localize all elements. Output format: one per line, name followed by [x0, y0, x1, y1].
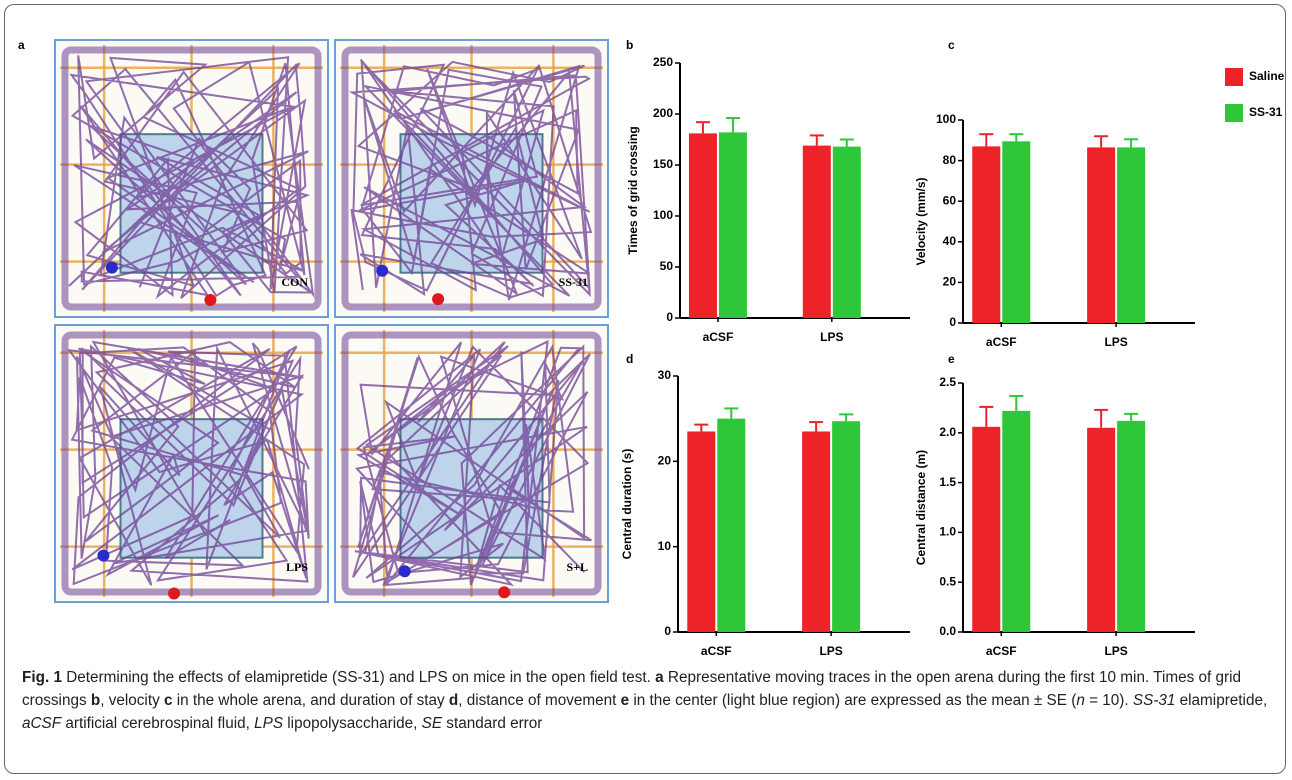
- panel-letter: a: [18, 38, 25, 52]
- bar: [1002, 411, 1030, 632]
- caption-text: in the center (light blue region) are ex…: [629, 692, 1076, 709]
- bar: [1117, 421, 1145, 632]
- start-dot: [376, 265, 388, 277]
- caption-text: , velocity: [100, 692, 164, 709]
- bar: [972, 427, 1000, 632]
- caption-text: LPS: [254, 715, 283, 732]
- start-dot: [106, 262, 118, 274]
- y-tick-label: 20: [658, 454, 672, 468]
- bar: [832, 421, 860, 632]
- bar: [689, 133, 717, 318]
- figure: a CON SS-31 LPS S+L b Times of grid crossing 0 5…: [0, 0, 1292, 780]
- x-tick-label: aCSF: [986, 335, 1017, 349]
- bar: [802, 431, 830, 632]
- end-dot: [498, 586, 510, 598]
- bar: [803, 146, 831, 318]
- arena-label: SS-31: [559, 275, 588, 289]
- caption-text: d: [449, 692, 458, 709]
- legend-label: SS-31: [1249, 105, 1283, 119]
- y-tick-label: 2.5: [939, 375, 956, 389]
- y-tick-label: 20: [943, 275, 957, 289]
- end-dot: [204, 294, 216, 306]
- y-tick-label: 1.5: [939, 475, 956, 489]
- x-tick-label: LPS: [820, 330, 843, 344]
- caption-text: a: [655, 669, 664, 686]
- caption-text: c: [164, 692, 173, 709]
- caption-text: Determining the effects of elamipretide …: [62, 669, 655, 686]
- y-tick-label: 30: [658, 368, 672, 382]
- y-tick-label: 10: [658, 539, 672, 553]
- bar: [1087, 147, 1115, 323]
- arena-label: S+L: [566, 560, 588, 574]
- bar: [833, 147, 861, 318]
- y-tick-label: 100: [653, 208, 673, 222]
- end-dot: [168, 588, 180, 600]
- start-dot: [399, 565, 411, 577]
- caption-text: elamipretide,: [1175, 692, 1271, 709]
- y-tick-label: 0: [664, 624, 671, 638]
- x-tick-label: aCSF: [986, 644, 1017, 658]
- caption-text: b: [91, 692, 100, 709]
- legend-swatch: [1225, 104, 1243, 122]
- start-dot: [97, 550, 109, 562]
- bar: [1002, 141, 1030, 323]
- arena-label: LPS: [286, 560, 308, 574]
- y-tick-label: 80: [943, 153, 957, 167]
- y-axis-label: Central duration (s): [620, 449, 634, 560]
- caption-text: artificial cerebrospinal fluid,: [61, 715, 254, 732]
- caption: Fig. 1 Determining the effects of elamip…: [22, 666, 1272, 735]
- bar: [687, 431, 715, 632]
- caption-text: , distance of movement: [458, 692, 620, 709]
- legend-swatch: [1225, 68, 1243, 86]
- panel-letter: c: [948, 38, 955, 52]
- bar: [717, 419, 745, 632]
- y-tick-label: 150: [653, 157, 673, 171]
- legend-label: Saline: [1249, 69, 1285, 83]
- bar: [972, 146, 1000, 323]
- y-tick-label: 0: [666, 310, 673, 324]
- x-tick-label: LPS: [819, 644, 842, 658]
- y-tick-label: 2.0: [939, 425, 956, 439]
- caption-text: in the whole arena, and duration of stay: [173, 692, 449, 709]
- caption-text: SS-31: [1133, 692, 1176, 709]
- x-tick-label: aCSF: [703, 330, 734, 344]
- y-tick-label: 0.0: [939, 624, 956, 638]
- caption-text: = 10).: [1085, 692, 1133, 709]
- caption-text: aCSF: [22, 715, 61, 732]
- caption-text: lipopolysaccharide,: [283, 715, 422, 732]
- caption-text: n: [1076, 692, 1085, 709]
- figure-panels: a CON SS-31 LPS S+L b Times of grid crossing 0 5…: [0, 0, 1292, 660]
- bar: [719, 132, 747, 318]
- y-axis-label: Central distance (m): [914, 450, 928, 565]
- x-tick-label: LPS: [1104, 644, 1127, 658]
- y-tick-label: 250: [653, 55, 673, 69]
- y-tick-label: 200: [653, 106, 673, 120]
- y-axis-label: Times of grid crossing: [626, 126, 640, 254]
- y-tick-label: 60: [943, 193, 957, 207]
- y-tick-label: 40: [943, 234, 957, 248]
- y-axis-label: Velocity (mm/s): [914, 177, 928, 265]
- caption-text: SE: [422, 715, 442, 732]
- x-tick-label: aCSF: [701, 644, 732, 658]
- bar: [1117, 147, 1145, 323]
- y-tick-label: 1.0: [939, 525, 956, 539]
- y-tick-label: 0.5: [939, 574, 956, 588]
- panel-letter: b: [626, 38, 633, 52]
- caption-text: e: [621, 692, 630, 709]
- end-dot: [432, 293, 444, 305]
- panel-letter: e: [948, 352, 955, 366]
- x-tick-label: LPS: [1104, 335, 1127, 349]
- bar: [1087, 428, 1115, 632]
- y-tick-label: 100: [936, 112, 956, 126]
- y-tick-label: 0: [949, 315, 956, 329]
- panel-letter: d: [626, 352, 633, 366]
- y-tick-label: 50: [660, 259, 674, 273]
- arena-label: CON: [281, 275, 308, 289]
- caption-text: standard error: [442, 715, 542, 732]
- caption-text: Fig. 1: [22, 669, 62, 686]
